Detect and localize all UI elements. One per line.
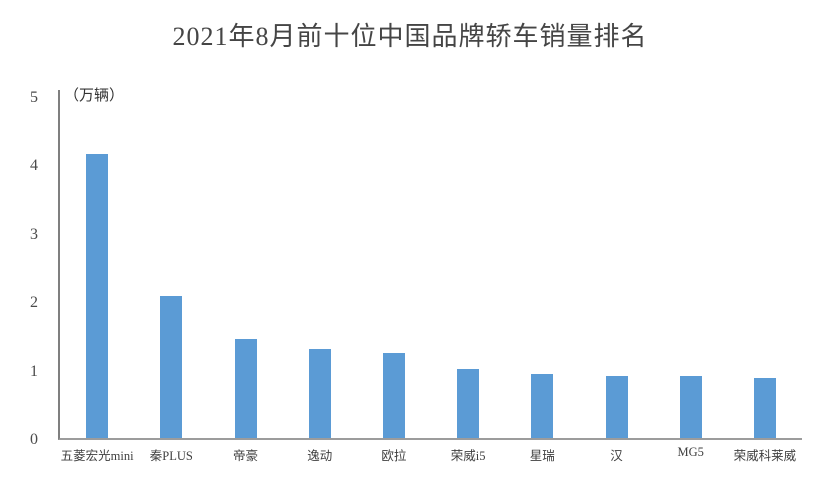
bar-group: MG5 xyxy=(654,90,728,459)
bar xyxy=(234,338,257,438)
x-axis-category-label: 逸动 xyxy=(307,449,333,463)
x-axis-category-label: MG5 xyxy=(677,445,704,459)
bar xyxy=(679,376,702,438)
bar-group: 荣威i5 xyxy=(431,90,505,463)
y-axis-tick-labels: 0 1 2 3 4 5 xyxy=(0,89,46,448)
bar-group: 汉 xyxy=(579,90,653,463)
bar-group: 逸动 xyxy=(283,90,357,463)
bar-group: 五菱宏光mini xyxy=(60,90,134,463)
bar xyxy=(308,349,331,438)
bar xyxy=(382,353,405,438)
y-axis-tick-label: 3 xyxy=(30,225,38,243)
bar xyxy=(160,295,183,438)
x-axis-category-label: 星瑞 xyxy=(529,449,555,463)
y-axis-tick-label: 0 xyxy=(30,431,38,448)
bar xyxy=(753,377,776,438)
x-axis-category-label: 欧拉 xyxy=(381,449,407,463)
x-axis-category-label: 五菱宏光mini xyxy=(60,449,134,463)
bar xyxy=(605,376,628,438)
y-axis-tick-label: 1 xyxy=(30,362,38,380)
x-axis-category-label: 帝豪 xyxy=(232,449,259,463)
bar xyxy=(531,374,554,438)
bar-group: 帝豪 xyxy=(208,90,282,463)
x-axis-category-label: 荣威i5 xyxy=(450,449,486,463)
y-axis-tick-label: 5 xyxy=(30,89,38,106)
plot-area: 五菱宏光mini 秦PLUS 帝豪 逸动 欧拉 荣威i5 星瑞 汉 MG5 荣威科莱威 xyxy=(58,90,802,463)
x-axis-category-label: 秦PLUS xyxy=(149,449,193,463)
bar xyxy=(86,154,109,438)
bar-group: 荣威科莱威 xyxy=(728,90,802,463)
x-axis-category-label: 荣威科莱威 xyxy=(733,449,797,463)
x-axis-category-label: 汉 xyxy=(610,449,623,463)
bars-container: 五菱宏光mini 秦PLUS 帝豪 逸动 欧拉 荣威i5 星瑞 汉 MG5 荣威科莱威 xyxy=(60,90,802,463)
bar-group: 星瑞 xyxy=(505,90,579,463)
bar-group: 欧拉 xyxy=(357,90,431,463)
bar-group: 秦PLUS xyxy=(134,90,208,463)
y-axis-unit-label: （万辆） xyxy=(64,88,125,104)
y-axis-tick-label: 2 xyxy=(30,294,38,312)
y-axis-tick-label: 4 xyxy=(30,157,38,175)
chart-title: 2021年8月前十位中国品牌轿车销量排名 xyxy=(172,22,648,51)
bar xyxy=(457,368,480,438)
